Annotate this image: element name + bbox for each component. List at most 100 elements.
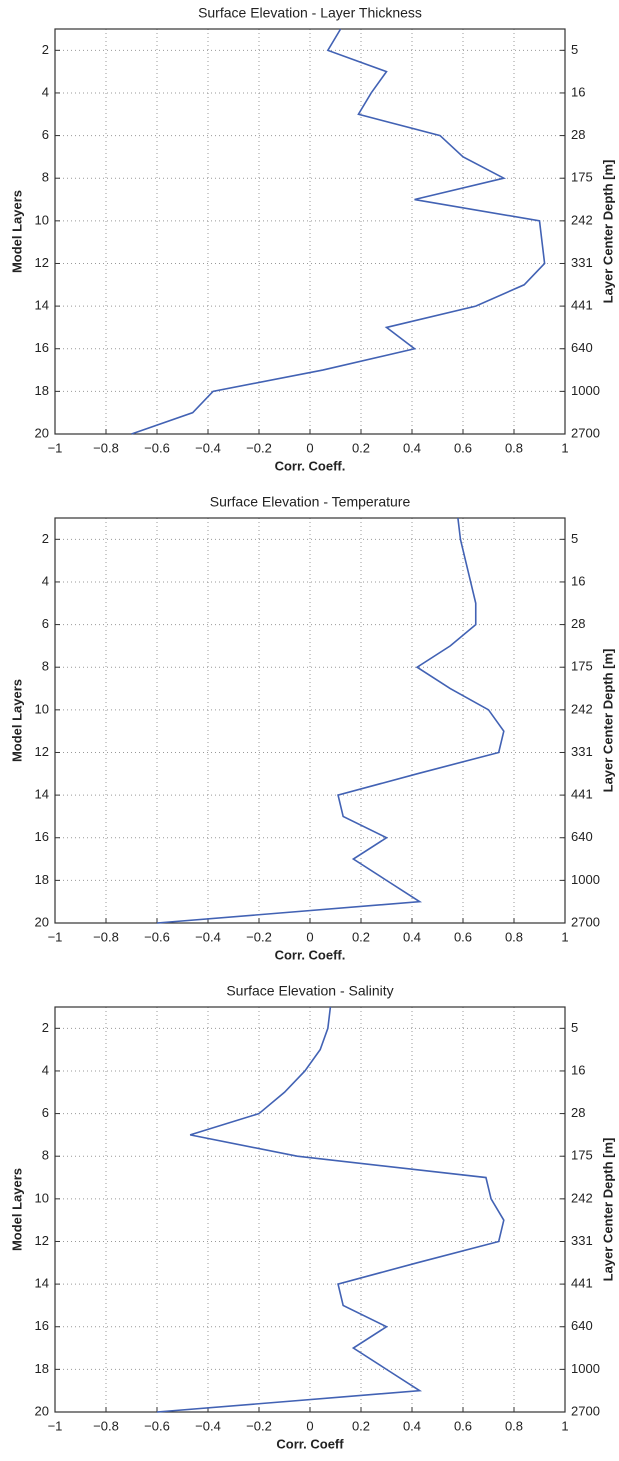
x-tick-label: 1 [561, 929, 568, 944]
y-tick-label: 16 [35, 340, 49, 355]
x-tick-label: −0.2 [246, 929, 272, 944]
y-tick-label: 6 [42, 1105, 49, 1120]
y-tick-label: 4 [42, 1062, 49, 1077]
y2-tick-label: 28 [571, 1105, 585, 1120]
x-tick-label: 0.2 [352, 440, 370, 455]
x-tick-label: −0.2 [246, 440, 272, 455]
y-axis-label: Model Layers [9, 190, 24, 273]
y2-tick-label: 1000 [571, 383, 600, 398]
y2-tick-label: 175 [571, 170, 593, 185]
chart-title: Surface Elevation - Layer Thickness [198, 5, 422, 21]
y-tick-label: 20 [35, 1403, 49, 1418]
y-tick-label: 10 [35, 701, 49, 716]
x-tick-label: 0.4 [403, 1418, 421, 1433]
y-tick-label: 4 [42, 573, 49, 588]
y2-tick-label: 640 [571, 1318, 593, 1333]
y2-tick-label: 175 [571, 1148, 593, 1163]
y2-axis-label: Layer Center Depth [m] [600, 1138, 615, 1282]
y-tick-label: 6 [42, 127, 49, 142]
y-tick-label: 10 [35, 212, 49, 227]
y2-tick-label: 5 [571, 531, 578, 546]
x-tick-label: 0.2 [352, 1418, 370, 1433]
y-tick-label: 20 [35, 425, 49, 440]
y2-axis-label: Layer Center Depth [m] [600, 160, 615, 304]
y-tick-label: 18 [35, 383, 49, 398]
y2-tick-label: 28 [571, 127, 585, 142]
x-tick-label: 0.8 [505, 440, 523, 455]
x-tick-label: 0.4 [403, 929, 421, 944]
x-tick-label: 0.6 [454, 1418, 472, 1433]
y-tick-label: 4 [42, 84, 49, 99]
y2-tick-label: 16 [571, 1062, 585, 1077]
y2-tick-label: 28 [571, 616, 585, 631]
y2-tick-label: 441 [571, 298, 593, 313]
x-tick-label: −1 [48, 1418, 63, 1433]
y2-tick-label: 1000 [571, 1361, 600, 1376]
y2-tick-label: 331 [571, 1233, 593, 1248]
data-line [156, 1006, 505, 1413]
y2-tick-label: 242 [571, 701, 593, 716]
data-line [156, 517, 505, 924]
y2-tick-label: 16 [571, 84, 585, 99]
y2-tick-label: 640 [571, 340, 593, 355]
x-tick-label: −0.6 [144, 440, 170, 455]
x-axis-label: Corr. Coeff [276, 1436, 344, 1451]
y-tick-label: 2 [42, 42, 49, 57]
x-tick-label: 0.2 [352, 929, 370, 944]
y-tick-label: 12 [35, 744, 49, 759]
chart-title: Surface Elevation - Temperature [210, 494, 411, 510]
y2-tick-label: 441 [571, 787, 593, 802]
y2-tick-label: 242 [571, 212, 593, 227]
y-tick-label: 2 [42, 531, 49, 546]
x-tick-label: −0.2 [246, 1418, 272, 1433]
y-tick-label: 12 [35, 255, 49, 270]
y-tick-label: 2 [42, 1020, 49, 1035]
y2-tick-label: 331 [571, 744, 593, 759]
x-tick-label: −0.4 [195, 440, 221, 455]
y2-tick-label: 2700 [571, 425, 600, 440]
x-tick-label: 0 [306, 929, 313, 944]
y2-axis-label: Layer Center Depth [m] [600, 649, 615, 793]
y2-tick-label: 5 [571, 1020, 578, 1035]
y-tick-label: 10 [35, 1190, 49, 1205]
chart-title: Surface Elevation - Salinity [226, 983, 393, 999]
x-tick-label: −0.8 [93, 1418, 119, 1433]
y-axis-label: Model Layers [9, 679, 24, 762]
plot-frame [54, 517, 566, 924]
x-tick-label: −0.6 [144, 1418, 170, 1433]
x-tick-label: 0 [306, 440, 313, 455]
y-tick-label: 14 [35, 1276, 49, 1291]
y-tick-label: 8 [42, 170, 49, 185]
x-tick-label: −0.8 [93, 929, 119, 944]
y-tick-label: 6 [42, 616, 49, 631]
chart-panel: Surface Elevation - Layer Thickness −1 −0.… [9, 5, 615, 474]
y-axis-label: Model Layers [9, 1168, 24, 1251]
chart-panel: Surface Elevation - Temperature −1 −0.8 −0.… [9, 494, 615, 963]
y2-tick-label: 441 [571, 1276, 593, 1291]
y-tick-label: 16 [35, 829, 49, 844]
plot-frame [54, 28, 566, 435]
x-axis-label: Corr. Coeff. [275, 947, 346, 962]
y2-tick-label: 2700 [571, 1403, 600, 1418]
y2-tick-label: 1000 [571, 872, 600, 887]
x-tick-label: 0.8 [505, 929, 523, 944]
y-tick-label: 14 [35, 787, 49, 802]
y-tick-label: 8 [42, 659, 49, 674]
y-tick-label: 16 [35, 1318, 49, 1333]
y-tick-label: 12 [35, 1233, 49, 1248]
x-tick-label: 1 [561, 1418, 568, 1433]
x-tick-label: −0.4 [195, 1418, 221, 1433]
y-tick-label: 18 [35, 1361, 49, 1376]
y2-tick-label: 175 [571, 659, 593, 674]
x-axis-label: Corr. Coeff. [275, 458, 346, 473]
y2-tick-label: 242 [571, 1190, 593, 1205]
data-line [131, 28, 546, 435]
x-tick-label: −0.6 [144, 929, 170, 944]
chart-panel: Surface Elevation - Salinity −1 −0.8 −0.6 −0… [9, 983, 615, 1452]
y-tick-label: 18 [35, 872, 49, 887]
x-tick-label: −0.4 [195, 929, 221, 944]
y2-tick-label: 16 [571, 573, 585, 588]
y2-tick-label: 2700 [571, 914, 600, 929]
x-tick-label: 0 [306, 1418, 313, 1433]
